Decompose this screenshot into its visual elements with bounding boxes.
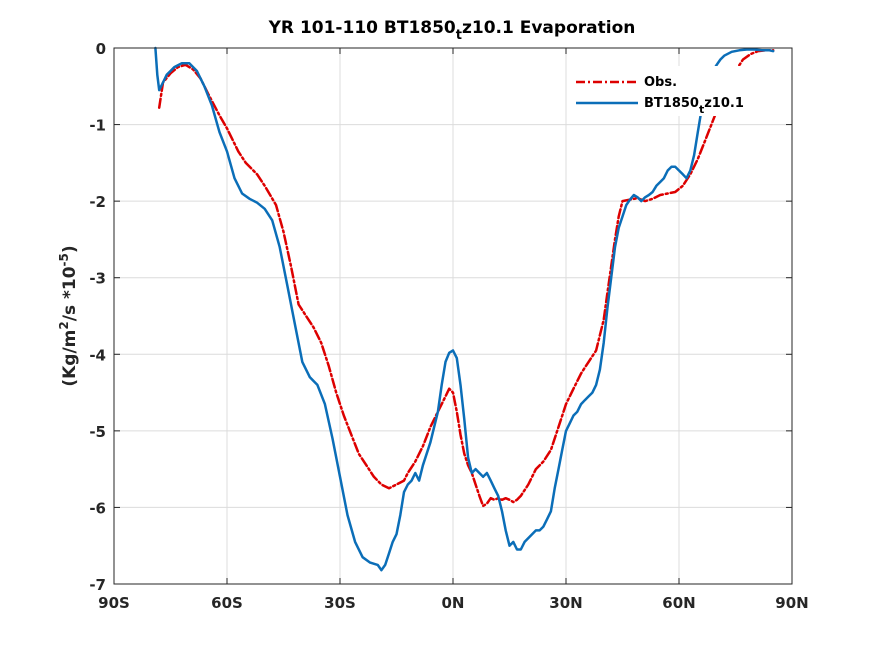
- legend-model-label: BT1850tz10.1: [644, 96, 744, 116]
- y-tick-label: -5: [89, 423, 106, 441]
- legend-model-subscript: t: [699, 103, 704, 116]
- title-tail: z10.1 Evaporation: [462, 18, 635, 38]
- y-tick-label: -1: [89, 117, 106, 135]
- series-lines: [154, 46, 775, 572]
- x-tick-label: 30N: [549, 594, 582, 612]
- x-tick-label: 60N: [662, 594, 695, 612]
- y-axis-label: (Kg/m2/s *10-5): [57, 245, 80, 386]
- y-tick-label: -4: [89, 346, 106, 364]
- legend-model-tail: z10.1: [704, 96, 744, 111]
- legend-obs-label: Obs.: [644, 75, 677, 90]
- y-tick-label: -6: [89, 499, 106, 517]
- ylabel-sup-2: -5: [57, 253, 71, 266]
- x-tick-label: 60S: [211, 594, 243, 612]
- chart-title: YR 101-110 BT1850tz10.1 Evaporation: [268, 18, 636, 43]
- legend-model-main: BT1850: [644, 96, 699, 111]
- y-tick-label: 0: [96, 40, 106, 58]
- legend-box: [568, 66, 773, 116]
- grid: [114, 48, 792, 584]
- y-tick-label: -2: [89, 193, 106, 211]
- x-tick-label: 90S: [98, 594, 130, 612]
- series-line-obs: [157, 49, 775, 508]
- ylabel-sup-1: 2: [57, 321, 71, 329]
- series-line-model: [154, 46, 775, 572]
- title-main: YR 101-110 BT1850: [268, 18, 456, 38]
- y-tick-label: -7: [89, 576, 106, 594]
- ylabel-part-c: ): [60, 245, 80, 253]
- title-subscript: t: [456, 28, 462, 43]
- legend: Obs. BT1850tz10.1: [568, 66, 773, 116]
- x-tick-label: 90N: [775, 594, 808, 612]
- x-tick-label: 0N: [442, 594, 465, 612]
- ylabel-part-b: /s *10: [60, 266, 80, 321]
- ylabel-part-a: (Kg/m: [60, 330, 80, 387]
- x-tick-label: 30S: [324, 594, 356, 612]
- y-tick-label: -3: [89, 270, 106, 288]
- axis-ticks: 90S 60S 30S 0N 30N 60N 90N 0 -1 -2 -3 -4 -5 -6 -7: [89, 40, 808, 612]
